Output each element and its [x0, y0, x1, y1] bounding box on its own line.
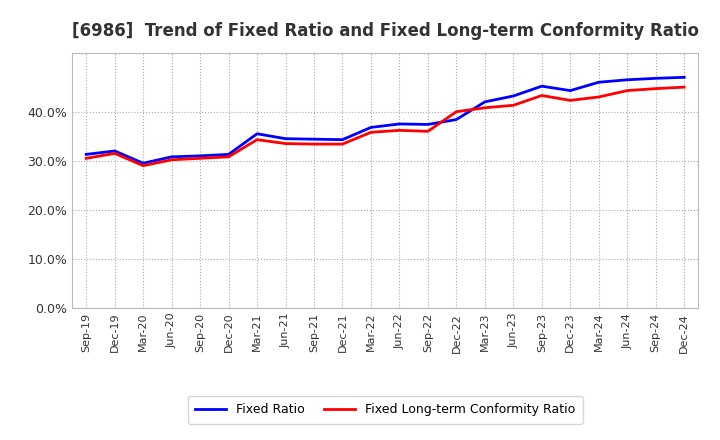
Fixed Long-term Conformity Ratio [225, 154, 233, 159]
Fixed Ratio [338, 137, 347, 142]
Fixed Ratio [537, 84, 546, 89]
Fixed Ratio [139, 161, 148, 166]
Fixed Ratio [310, 136, 318, 142]
Fixed Ratio [225, 152, 233, 157]
Fixed Long-term Conformity Ratio [509, 103, 518, 108]
Fixed Long-term Conformity Ratio [82, 156, 91, 161]
Fixed Ratio [282, 136, 290, 141]
Fixed Long-term Conformity Ratio [566, 98, 575, 103]
Fixed Long-term Conformity Ratio [623, 88, 631, 93]
Fixed Long-term Conformity Ratio [253, 137, 261, 142]
Fixed Ratio [595, 80, 603, 85]
Fixed Long-term Conformity Ratio [338, 141, 347, 147]
Fixed Ratio [395, 121, 404, 127]
Fixed Ratio [167, 154, 176, 159]
Fixed Long-term Conformity Ratio [139, 163, 148, 169]
Fixed Long-term Conformity Ratio [395, 128, 404, 133]
Line: Fixed Long-term Conformity Ratio: Fixed Long-term Conformity Ratio [86, 87, 684, 166]
Fixed Ratio [253, 131, 261, 136]
Fixed Long-term Conformity Ratio [537, 93, 546, 98]
Fixed Long-term Conformity Ratio [282, 141, 290, 146]
Fixed Long-term Conformity Ratio [366, 130, 375, 135]
Fixed Ratio [509, 93, 518, 99]
Fixed Long-term Conformity Ratio [652, 86, 660, 91]
Fixed Long-term Conformity Ratio [423, 128, 432, 134]
Fixed Long-term Conformity Ratio [167, 157, 176, 162]
Fixed Ratio [196, 153, 204, 158]
Fixed Ratio [566, 88, 575, 93]
Line: Fixed Ratio: Fixed Ratio [86, 77, 684, 163]
Fixed Ratio [652, 76, 660, 81]
Fixed Long-term Conformity Ratio [595, 94, 603, 99]
Fixed Ratio [82, 152, 91, 157]
Fixed Long-term Conformity Ratio [480, 105, 489, 110]
Fixed Long-term Conformity Ratio [310, 141, 318, 147]
Legend: Fixed Ratio, Fixed Long-term Conformity Ratio: Fixed Ratio, Fixed Long-term Conformity … [188, 396, 582, 424]
Fixed Ratio [110, 148, 119, 154]
Fixed Long-term Conformity Ratio [196, 156, 204, 161]
Fixed Ratio [680, 75, 688, 80]
Fixed Ratio [452, 117, 461, 122]
Fixed Ratio [623, 77, 631, 82]
Title: [6986]  Trend of Fixed Ratio and Fixed Long-term Conformity Ratio: [6986] Trend of Fixed Ratio and Fixed Lo… [72, 22, 698, 40]
Fixed Ratio [366, 125, 375, 130]
Fixed Long-term Conformity Ratio [452, 109, 461, 114]
Fixed Long-term Conformity Ratio [680, 84, 688, 90]
Fixed Ratio [423, 122, 432, 127]
Fixed Long-term Conformity Ratio [110, 151, 119, 156]
Fixed Ratio [480, 99, 489, 105]
